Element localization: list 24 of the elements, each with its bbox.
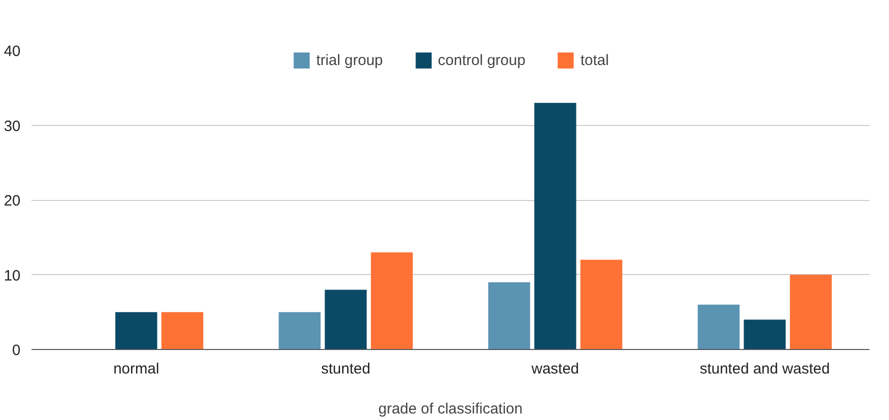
legend-label: total xyxy=(580,52,609,68)
bar xyxy=(324,290,367,350)
bar xyxy=(744,320,786,350)
bar xyxy=(698,304,740,350)
bar xyxy=(790,274,832,350)
bar xyxy=(534,102,576,350)
y-tick-label: 20 xyxy=(4,192,21,210)
y-tick-label: 40 xyxy=(4,43,21,60)
x-tick-label: stunted and wasted xyxy=(700,360,830,378)
y-tick-label: 30 xyxy=(4,118,21,135)
x-axis-title: grade of classification xyxy=(378,400,523,418)
legend-label: trial group xyxy=(316,52,383,68)
bar xyxy=(488,282,530,350)
y-tick-label: 0 xyxy=(12,342,20,359)
bar xyxy=(161,312,204,350)
y-tick-label: 10 xyxy=(4,267,21,284)
x-tick-label: wasted xyxy=(530,360,580,378)
x-tick-label: stunted xyxy=(321,360,370,378)
bar xyxy=(370,252,413,350)
bar xyxy=(278,312,321,350)
legend-label: control group xyxy=(438,52,526,68)
bar xyxy=(115,312,158,350)
bar xyxy=(580,260,622,350)
x-tick-label: normal xyxy=(113,360,160,378)
